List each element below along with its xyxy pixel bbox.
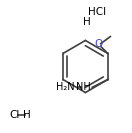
Text: NH: NH (76, 82, 91, 92)
Text: O: O (95, 39, 103, 49)
Text: H₂N: H₂N (56, 82, 74, 92)
Text: Cl: Cl (9, 110, 20, 120)
Text: H: H (83, 17, 91, 27)
Text: H: H (23, 110, 31, 120)
Text: HCl: HCl (88, 7, 106, 17)
